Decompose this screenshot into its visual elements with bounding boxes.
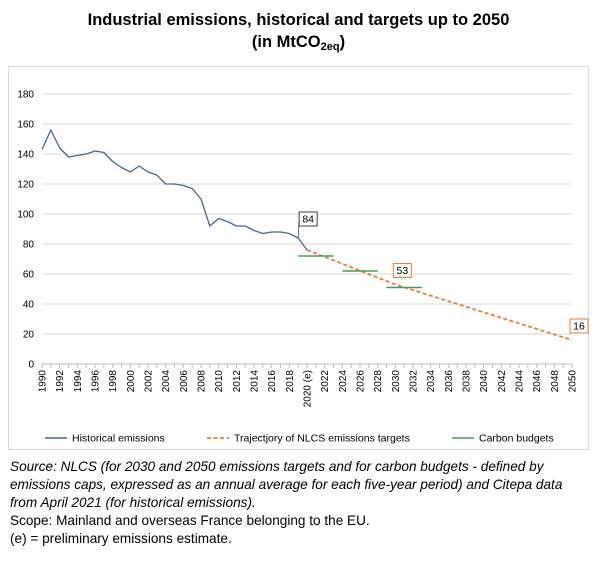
scope-text: Scope: Mainland and overseas France belo…: [10, 513, 370, 528]
x-tick-label: 2026: [356, 370, 367, 393]
y-tick-label: 120: [17, 180, 34, 191]
chart-title-line2: (in MtCO2eq): [0, 31, 597, 58]
y-tick-label: 160: [17, 120, 34, 131]
x-tick-label: 2034: [426, 370, 437, 393]
chart-title-unit-subscript: 2eq: [320, 41, 340, 53]
chart-title-unit-suffix: ): [339, 33, 346, 51]
legend-label: Carbon budgets: [479, 433, 554, 445]
y-tick-label: 140: [17, 150, 34, 161]
y-tick-label: 0: [28, 360, 34, 371]
x-tick-label: 2012: [232, 370, 243, 393]
y-tick-label: 20: [23, 330, 35, 341]
data-label: 53: [396, 265, 408, 277]
x-tick-label: 2032: [409, 370, 420, 393]
chart-frame: [8, 66, 589, 450]
data-label-box: [392, 263, 412, 278]
chart-title-line1: Industrial emissions, historical and tar…: [87, 11, 510, 29]
x-tick-label: 2010: [214, 370, 225, 393]
y-tick-label: 60: [23, 270, 35, 281]
x-axis-ticks: 1990 1992 1994 1996 1998 2000 2002 2004 2006 2008…: [38, 370, 579, 408]
x-tick-label: 2020 (e): [303, 370, 314, 407]
y-tick-label: 180: [17, 90, 34, 101]
x-tick-label: 2008: [197, 370, 208, 393]
x-tick-label: 1996: [91, 370, 102, 393]
data-label-leader: [297, 217, 300, 239]
historical-emissions-line: [41, 129, 308, 251]
chart-annotations: 84 53 16: [297, 211, 589, 334]
x-tick-label: 2016: [267, 370, 278, 393]
x-tick-label: 2040: [479, 370, 490, 393]
target-trajectory-line: [306, 249, 573, 341]
x-tick-label: 2030: [391, 370, 402, 393]
x-tick-label: 1990: [38, 370, 49, 393]
x-tick-label: 2046: [532, 370, 543, 393]
x-tick-label: 2024: [338, 370, 349, 393]
x-tick-label: 2036: [444, 370, 455, 393]
x-tick-label: 2038: [462, 370, 473, 393]
x-tick-label: 1998: [108, 370, 119, 393]
chart-title-unit-prefix: (in MtCO: [251, 33, 321, 51]
source-note: Source: NLCS (for 2030 and 2050 emission…: [10, 458, 590, 548]
x-tick-label: 2002: [144, 370, 155, 393]
chart-gridlines: [41, 93, 573, 368]
estimate-note: (e) = preliminary emissions estimate.: [10, 531, 232, 546]
data-label-box: [569, 318, 589, 334]
x-tick-label: 2014: [250, 370, 261, 393]
x-tick-label: 2050: [568, 370, 579, 393]
x-tick-label: 2042: [497, 370, 508, 393]
legend-label: Trajectjory of NLCS emissions targets: [234, 433, 410, 445]
legend-label: Historical emissions: [72, 433, 165, 445]
x-tick-label: 2000: [126, 370, 137, 393]
data-label: 84: [302, 214, 314, 226]
x-tick-label: 2018: [285, 370, 296, 393]
chart-series: [41, 129, 573, 341]
data-label: 16: [573, 321, 585, 333]
y-tick-label: 80: [23, 240, 35, 251]
y-tick-label: 100: [17, 210, 34, 221]
x-tick-label: 1994: [73, 370, 84, 393]
chart-legend: Historical emissions Trajectjory of NLCS …: [45, 433, 554, 445]
source-text: Source: NLCS (for 2030 and 2050 emission…: [10, 459, 563, 510]
x-tick-label: 2006: [179, 370, 190, 393]
x-tick-label: 2028: [373, 370, 384, 393]
x-tick-label: 2044: [515, 370, 526, 393]
x-tick-label: 2004: [161, 370, 172, 393]
x-tick-label: 2022: [320, 370, 331, 393]
y-axis-ticks: 0 20 40 60 80 100 120 140 160 180: [17, 90, 34, 371]
y-tick-label: 40: [23, 300, 35, 311]
chart-title: Industrial emissions, historical and tar…: [0, 9, 597, 58]
x-tick-label: 1992: [55, 370, 66, 393]
x-tick-label: 2048: [550, 370, 561, 393]
